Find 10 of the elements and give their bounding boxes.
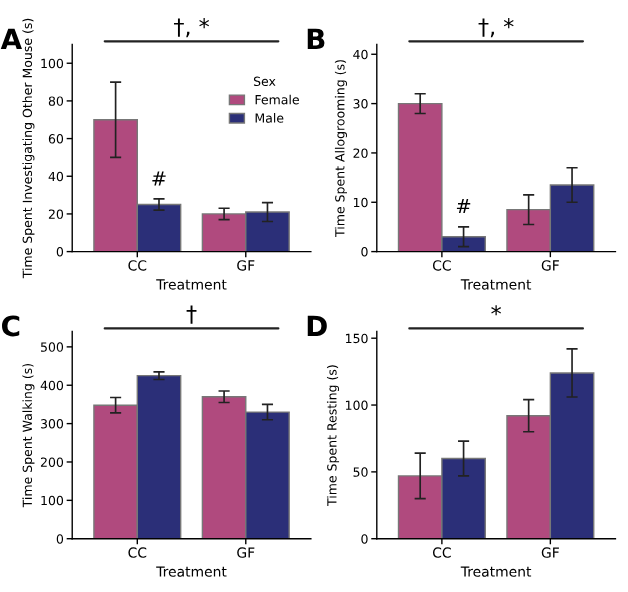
chart-title: B xyxy=(307,28,325,49)
chart-title: A xyxy=(0,28,22,49)
annotation: # xyxy=(456,199,471,214)
chart-title: D xyxy=(307,315,327,337)
text: † xyxy=(186,305,197,324)
text: †, * xyxy=(478,18,514,38)
text: * xyxy=(491,305,502,316)
text: †, * xyxy=(173,18,210,38)
chart-title: C xyxy=(2,315,20,337)
annotation: # xyxy=(152,171,166,186)
